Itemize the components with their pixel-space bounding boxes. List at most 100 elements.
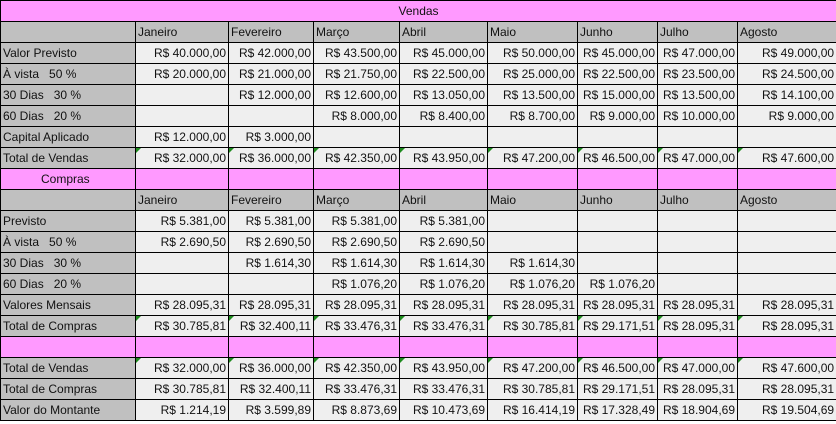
value-cell[interactable]: R$ 1.076,20 bbox=[487, 273, 578, 295]
value-cell[interactable]: R$ 30.785,81 bbox=[487, 315, 578, 337]
value-cell[interactable]: R$ 43.950,00 bbox=[399, 147, 488, 169]
value-cell[interactable]: R$ 40.000,00 bbox=[135, 42, 229, 64]
value-cell[interactable]: R$ 28.095,31 bbox=[577, 294, 658, 316]
value-cell[interactable]: R$ 1.076,20 bbox=[577, 273, 658, 295]
band-cell[interactable] bbox=[228, 336, 314, 358]
month-header-6[interactable]: Julho bbox=[657, 21, 738, 43]
band-cell[interactable] bbox=[577, 336, 658, 358]
month-header-2[interactable]: Março bbox=[313, 21, 400, 43]
value-cell[interactable]: R$ 47.600,00 bbox=[736, 147, 836, 169]
row-label-cell[interactable]: Capital Aplicado bbox=[0, 126, 136, 148]
value-cell[interactable] bbox=[736, 126, 836, 148]
month-header-5[interactable]: Junho bbox=[577, 189, 658, 211]
value-cell[interactable]: R$ 47.000,00 bbox=[657, 357, 738, 379]
month-header-2[interactable]: Março bbox=[313, 189, 400, 211]
value-cell[interactable] bbox=[577, 210, 658, 232]
value-cell[interactable]: R$ 43.500,00 bbox=[313, 42, 400, 64]
value-cell[interactable]: R$ 9.000,00 bbox=[577, 105, 658, 127]
value-cell[interactable]: R$ 47.000,00 bbox=[657, 42, 738, 64]
value-cell[interactable]: R$ 28.095,31 bbox=[736, 294, 836, 316]
row-label-cell[interactable]: Valor do Montante bbox=[0, 399, 136, 421]
value-cell[interactable]: R$ 47.200,00 bbox=[487, 357, 578, 379]
value-cell[interactable]: R$ 8.000,00 bbox=[313, 105, 400, 127]
value-cell[interactable]: R$ 42.350,00 bbox=[313, 357, 400, 379]
value-cell[interactable]: R$ 28.095,31 bbox=[135, 294, 229, 316]
band-cell[interactable] bbox=[487, 336, 578, 358]
band-cell[interactable] bbox=[657, 336, 738, 358]
row-label-cell[interactable]: Total de Vendas bbox=[0, 357, 136, 379]
value-cell[interactable]: R$ 18.904,69 bbox=[657, 399, 738, 421]
value-cell[interactable]: R$ 45.000,00 bbox=[399, 42, 488, 64]
value-cell[interactable] bbox=[487, 231, 578, 253]
row-label-cell[interactable]: 60 Dias 20 % bbox=[0, 273, 136, 295]
band-cell[interactable] bbox=[0, 336, 136, 358]
value-cell[interactable]: R$ 8.700,00 bbox=[487, 105, 578, 127]
month-header-5[interactable]: Junho bbox=[577, 21, 658, 43]
value-cell[interactable]: R$ 13.500,00 bbox=[657, 84, 738, 106]
value-cell[interactable]: R$ 32.400,11 bbox=[228, 378, 314, 400]
compras-band-title[interactable]: Compras bbox=[0, 168, 136, 190]
band-cell[interactable] bbox=[577, 168, 658, 190]
value-cell[interactable] bbox=[228, 105, 314, 127]
value-cell[interactable]: R$ 42.350,00 bbox=[313, 147, 400, 169]
value-cell[interactable]: R$ 43.950,00 bbox=[399, 357, 488, 379]
value-cell[interactable] bbox=[736, 273, 836, 295]
value-cell[interactable] bbox=[487, 126, 578, 148]
value-cell[interactable]: R$ 36.000,00 bbox=[228, 147, 314, 169]
month-header-7[interactable]: Agosto bbox=[736, 21, 836, 43]
value-cell[interactable]: R$ 47.200,00 bbox=[487, 147, 578, 169]
row-label-cell[interactable]: 30 Dias 30 % bbox=[0, 252, 136, 274]
band-cell[interactable] bbox=[736, 336, 836, 358]
band-cell[interactable] bbox=[313, 168, 400, 190]
value-cell[interactable]: R$ 1.614,30 bbox=[313, 252, 400, 274]
value-cell[interactable] bbox=[135, 84, 229, 106]
band-cell[interactable] bbox=[736, 168, 836, 190]
value-cell[interactable]: R$ 13.050,00 bbox=[399, 84, 488, 106]
value-cell[interactable] bbox=[399, 126, 488, 148]
value-cell[interactable]: R$ 30.785,81 bbox=[487, 378, 578, 400]
row-label-cell[interactable]: À vista 50 % bbox=[0, 231, 136, 253]
value-cell[interactable] bbox=[577, 252, 658, 274]
value-cell[interactable]: R$ 50.000,00 bbox=[487, 42, 578, 64]
band-cell[interactable] bbox=[657, 168, 738, 190]
value-cell[interactable]: R$ 1.614,30 bbox=[399, 252, 488, 274]
value-cell[interactable]: R$ 32.400,11 bbox=[228, 315, 314, 337]
value-cell[interactable]: R$ 2.690,50 bbox=[399, 231, 488, 253]
value-cell[interactable]: R$ 49.000,00 bbox=[736, 42, 836, 64]
value-cell[interactable]: R$ 5.381,00 bbox=[313, 210, 400, 232]
value-cell[interactable]: R$ 28.095,31 bbox=[313, 294, 400, 316]
month-header-4[interactable]: Maio bbox=[487, 21, 578, 43]
row-label-cell[interactable]: 30 Dias 30 % bbox=[0, 84, 136, 106]
value-cell[interactable]: R$ 30.785,81 bbox=[135, 315, 229, 337]
row-label-cell[interactable]: Total de Compras bbox=[0, 315, 136, 337]
band-cell[interactable] bbox=[135, 168, 229, 190]
value-cell[interactable]: R$ 29.171,51 bbox=[577, 378, 658, 400]
value-cell[interactable] bbox=[736, 252, 836, 274]
value-cell[interactable]: R$ 12.000,00 bbox=[135, 126, 229, 148]
value-cell[interactable]: R$ 12.000,00 bbox=[228, 84, 314, 106]
value-cell[interactable]: R$ 5.381,00 bbox=[228, 210, 314, 232]
band-cell[interactable] bbox=[399, 168, 488, 190]
month-header-0[interactable]: Janeiro bbox=[135, 189, 229, 211]
vendas-band-title[interactable]: Vendas bbox=[0, 0, 836, 22]
value-cell[interactable]: R$ 46.500,00 bbox=[577, 357, 658, 379]
value-cell[interactable]: R$ 2.690,50 bbox=[228, 231, 314, 253]
value-cell[interactable]: R$ 1.214,19 bbox=[135, 399, 229, 421]
value-cell[interactable]: R$ 10.473,69 bbox=[399, 399, 488, 421]
row-label-cell[interactable]: Valores Mensais bbox=[0, 294, 136, 316]
value-cell[interactable] bbox=[657, 126, 738, 148]
value-cell[interactable]: R$ 29.171,51 bbox=[577, 315, 658, 337]
value-cell[interactable]: R$ 30.785,81 bbox=[135, 378, 229, 400]
value-cell[interactable] bbox=[657, 231, 738, 253]
band-cell[interactable] bbox=[228, 168, 314, 190]
value-cell[interactable] bbox=[577, 231, 658, 253]
band-cell[interactable] bbox=[313, 336, 400, 358]
value-cell[interactable]: R$ 28.095,31 bbox=[487, 294, 578, 316]
value-cell[interactable]: R$ 19.504,69 bbox=[736, 399, 836, 421]
value-cell[interactable]: R$ 10.000,00 bbox=[657, 105, 738, 127]
value-cell[interactable]: R$ 22.500,00 bbox=[399, 63, 488, 85]
value-cell[interactable]: R$ 28.095,31 bbox=[657, 315, 738, 337]
value-cell[interactable]: R$ 33.476,31 bbox=[313, 315, 400, 337]
band-cell[interactable] bbox=[399, 336, 488, 358]
value-cell[interactable]: R$ 1.076,20 bbox=[399, 273, 488, 295]
